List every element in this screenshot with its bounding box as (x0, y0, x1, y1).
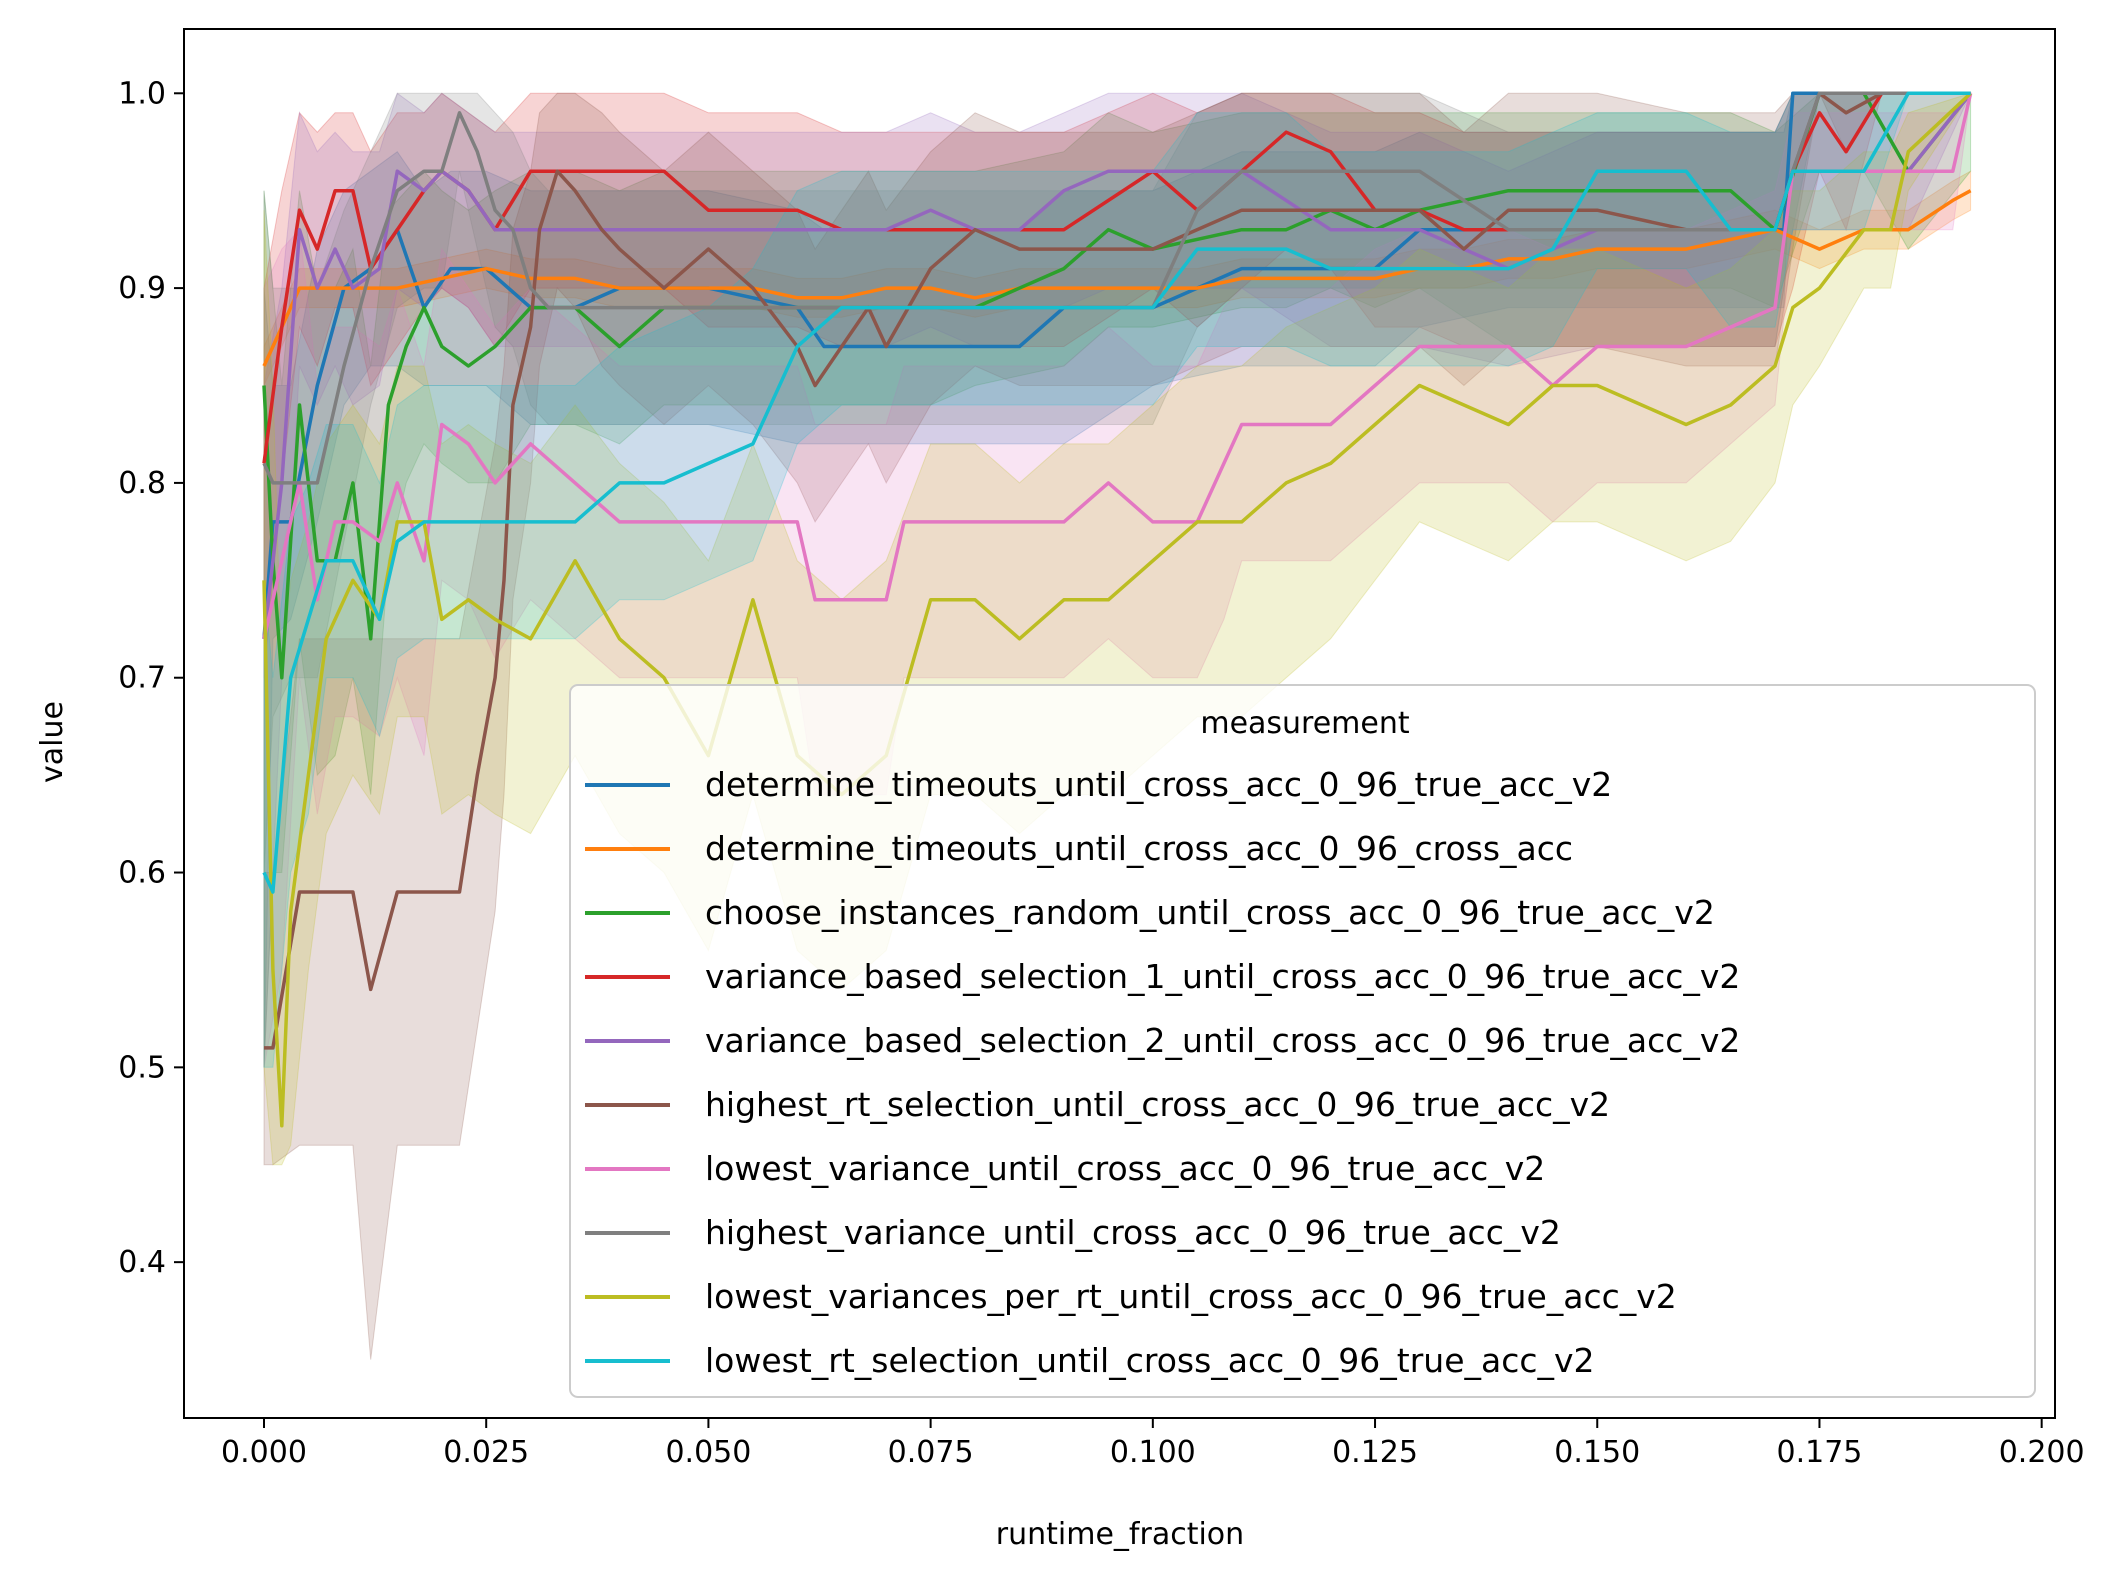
line-lowest-rt-selection-until-cross-acc-0-96-true-acc-v2 (262, 91, 1971, 894)
x-tick-label: 0.175 (1777, 1435, 1863, 1470)
y-tick-label: 0.4 (118, 1245, 166, 1280)
legend-label-variance-based-selection-2-until-cross-acc-0-96-true-acc-v2: variance_based_selection_2_until_cross_a… (705, 1021, 1740, 1060)
plot-frame (183, 28, 2056, 1419)
x-tick-label: 0.000 (221, 1435, 307, 1470)
y-axis: 0.4 0.5 0.6 0.7 0.8 0.9 1.0 (118, 76, 184, 1280)
line-determine-timeouts-until-cross-acc-0-96-cross-acc (262, 189, 1972, 367)
legend-label-highest-rt-selection-until-cross-acc-0-96-true-acc-v2: highest_rt_selection_until_cross_acc_0_9… (705, 1085, 1610, 1124)
x-tick-label: 0.150 (1554, 1435, 1640, 1470)
y-tick-label: 1.0 (118, 76, 166, 111)
legend-label-lowest-variance-until-cross-acc-0-96-true-acc-v2: lowest_variance_until_cross_acc_0_96_tru… (705, 1149, 1545, 1188)
x-tick-label: 0.050 (665, 1435, 751, 1470)
legend-label-variance-based-selection-1-until-cross-acc-0-96-true-acc-v2: variance_based_selection_1_until_cross_a… (705, 957, 1740, 996)
x-tick-label: 0.200 (1999, 1435, 2085, 1470)
y-axis-label: value (35, 701, 70, 783)
y-tick-label: 0.8 (118, 466, 166, 501)
x-tick-label: 0.100 (1110, 1435, 1196, 1470)
x-axis: 0.000 0.025 0.050 0.075 0.100 0.125 0.150 0.175… (221, 1418, 2085, 1470)
legend-label-determine-timeouts-until-cross-acc-0-96-cross-acc: determine_timeouts_until_cross_acc_0_96_… (705, 829, 1573, 868)
legend: measurement determine_timeouts_until_cro… (569, 684, 2036, 1398)
band-lowest-variance-until-cross-acc-0-96-true-acc-v2 (263, 91, 1972, 1068)
legend-items: determine_timeouts_until_cross_acc_0_96_… (585, 765, 1740, 1380)
line-lowest-variance-until-cross-acc-0-96-true-acc-v2 (262, 92, 1973, 640)
y-tick-label: 0.7 (118, 661, 166, 696)
band-variance-based-selection-2-until-cross-acc-0-96-true-acc-v2 (263, 92, 1972, 1068)
x-axis-label: runtime_fraction (996, 1517, 1244, 1552)
series-lines (262, 91, 1973, 1128)
legend-label-lowest-variances-per-rt-until-cross-acc-0-96-true-acc-v2: lowest_variances_per_rt_until_cross_acc_… (705, 1277, 1677, 1316)
x-tick-label: 0.025 (443, 1435, 529, 1470)
y-tick-label: 0.9 (118, 271, 166, 306)
line-lowest-variances-per-rt-until-cross-acc-0-96-true-acc-v2 (262, 92, 1972, 1128)
legend-label-lowest-rt-selection-until-cross-acc-0-96-true-acc-v2: lowest_rt_selection_until_cross_acc_0_96… (705, 1341, 1595, 1380)
legend-label-determine-timeouts-until-cross-acc-0-96-true-acc-v2: determine_timeouts_until_cross_acc_0_96_… (705, 765, 1612, 804)
legend-label-highest-variance-until-cross-acc-0-96-true-acc-v2: highest_variance_until_cross_acc_0_96_tr… (705, 1213, 1561, 1252)
y-tick-label: 0.6 (118, 856, 166, 891)
legend-title: measurement (1200, 706, 1410, 741)
legend-label-choose-instances-random-until-cross-acc-0-96-true-acc-v2: choose_instances_random_until_cross_acc_… (705, 893, 1715, 932)
line-highest-rt-selection-until-cross-acc-0-96-true-acc-v2 (264, 91, 1971, 1050)
x-tick-label: 0.075 (888, 1435, 974, 1470)
x-tick-label: 0.125 (1332, 1435, 1418, 1470)
legend-box (569, 684, 2036, 1398)
y-tick-label: 0.5 (118, 1050, 166, 1085)
band-choose-instances-random-until-cross-acc-0-96-true-acc-v2 (263, 92, 1972, 1068)
